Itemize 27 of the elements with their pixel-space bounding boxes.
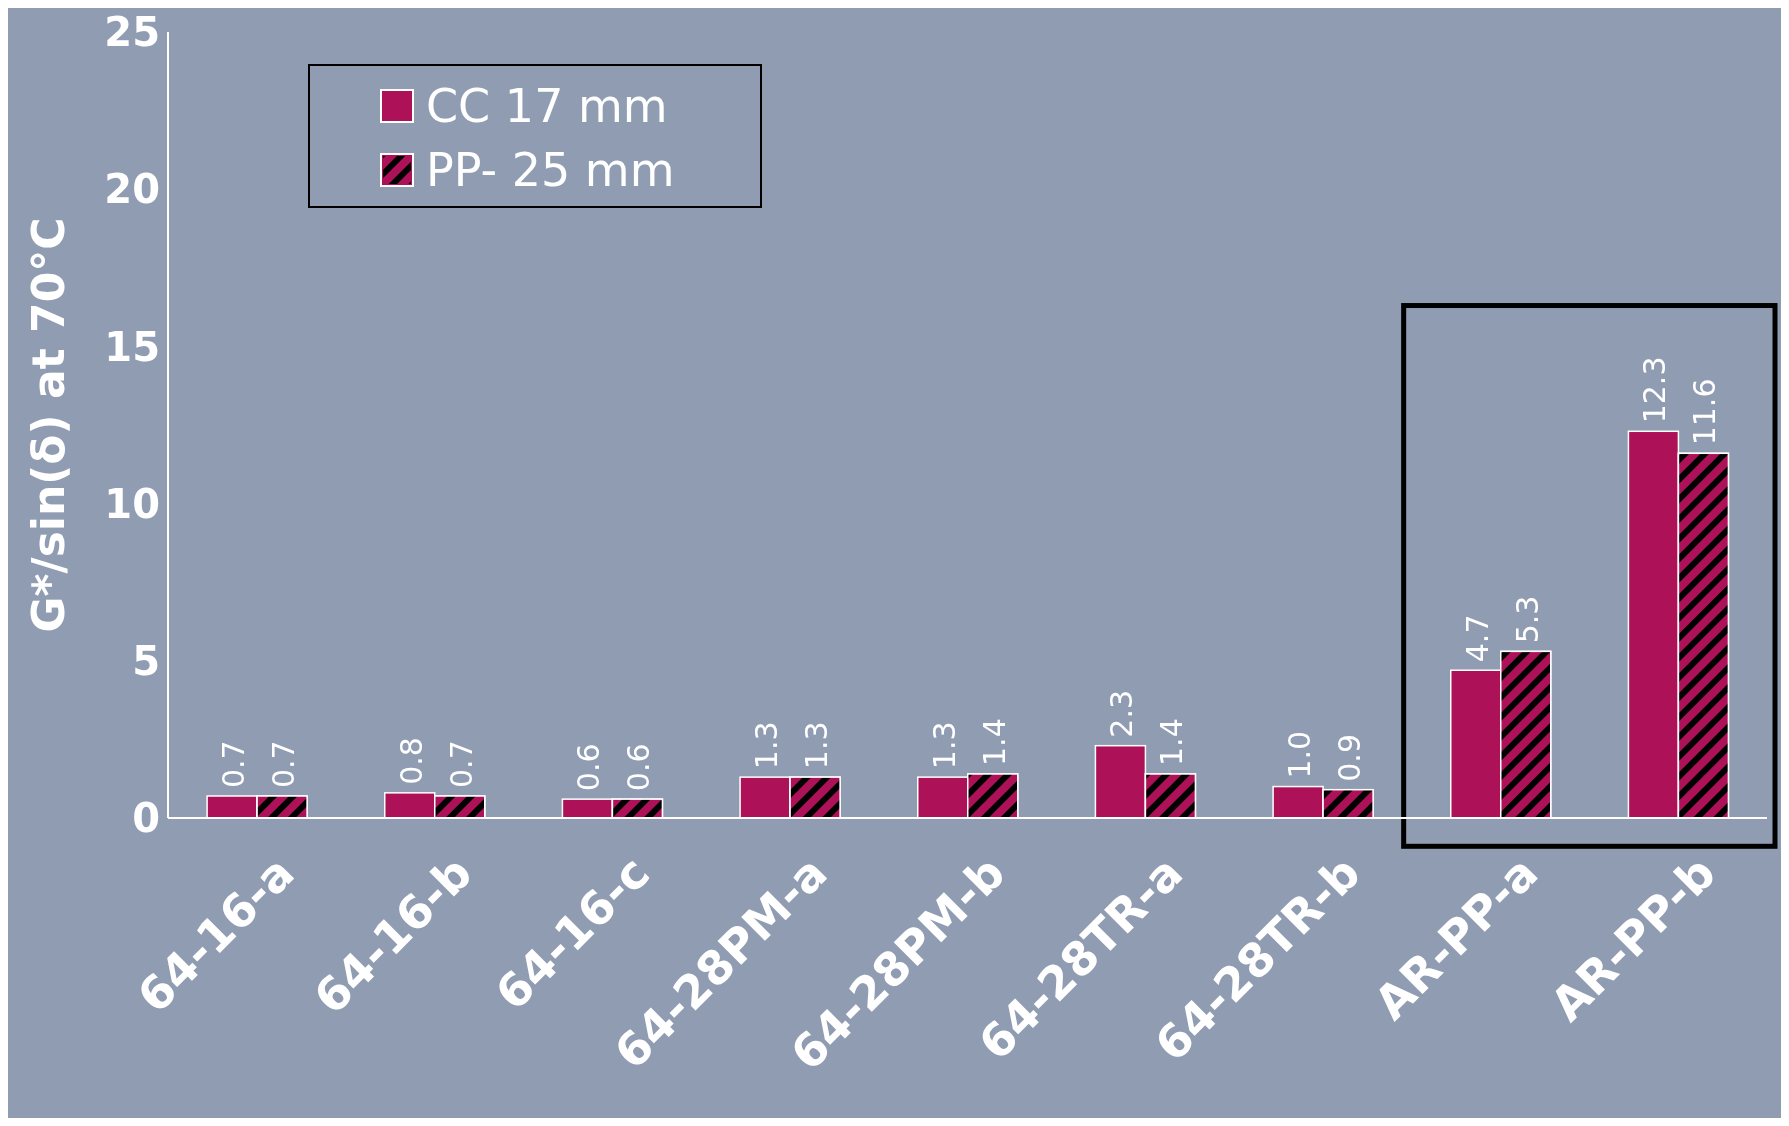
data-label: 1.3 (926, 721, 962, 770)
data-label: 1.0 (1282, 730, 1318, 779)
y-tick-label: 5 (132, 638, 160, 684)
data-label: 2.3 (1104, 689, 1140, 738)
data-label: 0.7 (443, 740, 479, 788)
data-label: 11.6 (1687, 378, 1723, 446)
data-label: 0.7 (216, 740, 252, 788)
y-tick-label: 0 (132, 795, 160, 842)
data-label: 0.6 (621, 743, 657, 792)
y-axis-title: G*/sin(δ) at 70°C (22, 217, 74, 633)
data-label: 0.9 (1332, 733, 1368, 782)
data-label: 0.6 (571, 743, 607, 792)
data-label: 12.3 (1637, 356, 1673, 424)
data-label: 0.7 (266, 740, 302, 788)
data-label: 0.8 (393, 737, 429, 785)
data-label: 1.3 (749, 721, 785, 770)
legend-label: PP- 25 mm (425, 142, 676, 199)
data-label: 1.4 (1154, 718, 1190, 766)
legend-label: CC 17 mm (425, 78, 669, 135)
y-tick-label: 25 (104, 9, 160, 56)
data-label: 1.4 (976, 718, 1012, 766)
y-tick-label: 10 (104, 480, 160, 527)
data-label: 1.3 (799, 721, 835, 770)
y-tick-label: 20 (104, 166, 160, 213)
y-tick-label: 15 (104, 323, 160, 370)
data-label: 4.7 (1459, 614, 1495, 663)
data-label: 5.3 (1509, 595, 1545, 644)
